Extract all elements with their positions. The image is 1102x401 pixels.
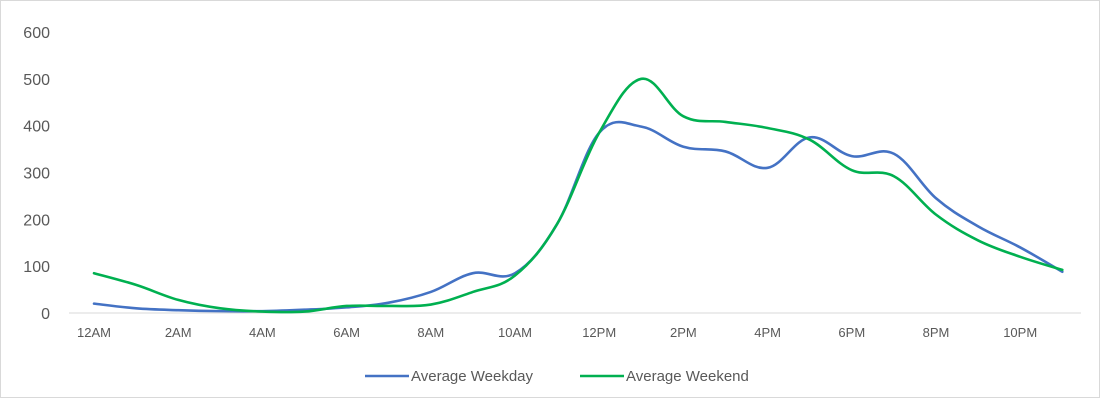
legend-label: Average Weekday [411, 368, 534, 385]
y-tick-label: 100 [23, 259, 50, 276]
x-tick-label: 6AM [333, 325, 360, 340]
y-tick-label: 300 [23, 166, 50, 183]
x-tick-label: 10PM [1003, 325, 1037, 340]
x-tick-label: 10AM [498, 325, 532, 340]
legend-entry: Average Weekend [580, 368, 749, 385]
legend-entry: Average Weekday [365, 368, 534, 385]
x-tick-label: 4AM [249, 325, 276, 340]
x-axis-ticks: 12AM 2AM 4AM 6AM 8AM 10AM 12PM 2PM 4PM 6PM 8PM 10PM [77, 325, 1037, 340]
y-tick-label: 600 [23, 25, 50, 42]
y-axis-ticks: 0 100 200 300 400 500 600 [23, 25, 50, 323]
x-tick-label: 2PM [670, 325, 697, 340]
y-tick-label: 200 [23, 212, 50, 229]
x-tick-label: 8PM [923, 325, 950, 340]
y-tick-label: 400 [23, 119, 50, 136]
x-tick-label: 6PM [838, 325, 865, 340]
legend-label: Average Weekend [626, 368, 749, 385]
x-tick-label: 2AM [165, 325, 192, 340]
series-line-2 [92, 77, 1064, 314]
legend: Average Weekday Average Weekend [365, 368, 749, 385]
x-tick-label: 8AM [417, 325, 444, 340]
x-tick-label: 12PM [582, 325, 616, 340]
y-tick-label: 500 [23, 72, 50, 89]
y-tick-label: 0 [41, 306, 50, 323]
series-lines [92, 77, 1064, 314]
series-line-1 [92, 120, 1064, 313]
x-tick-label: 12AM [77, 325, 111, 340]
x-tick-label: 4PM [754, 325, 781, 340]
